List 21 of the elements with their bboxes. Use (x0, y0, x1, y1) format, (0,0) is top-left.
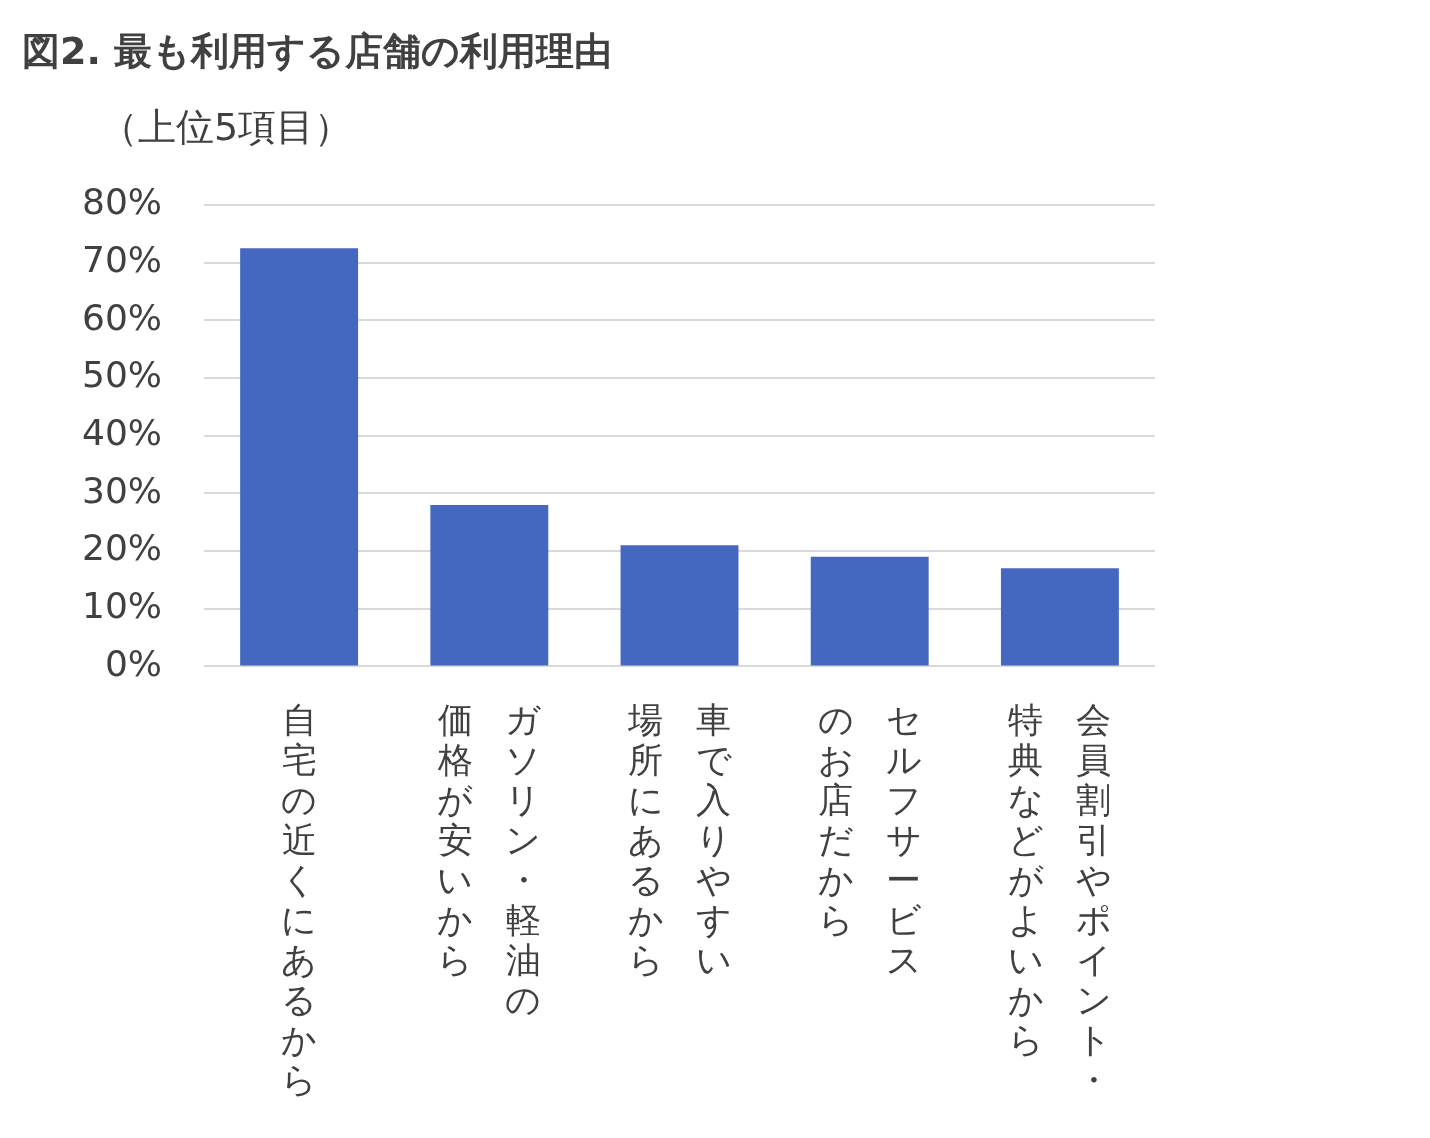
category-label: 自宅の近くにあるから (281, 700, 318, 1100)
category-label: セルフサービスのお店だから (817, 700, 922, 980)
y-tick-label: 30% (82, 469, 163, 511)
y-tick-label: 40% (82, 412, 163, 454)
bar (240, 248, 359, 666)
chart-subtitle: （上位5項目） (100, 104, 353, 151)
category-label: ガソリン・軽油の価格が安いから (437, 700, 542, 1020)
bar (1000, 568, 1119, 666)
y-tick-label: 80% (82, 181, 163, 223)
bar (620, 545, 739, 666)
y-tick-label: 70% (82, 239, 163, 281)
y-tick-label: 60% (82, 296, 163, 338)
bar (430, 504, 549, 666)
category-label: 会員割引やポイント・特典などがよいから (1007, 700, 1112, 1100)
chart-title: 図2. 最も利用する店舗の利用理由 (22, 28, 613, 75)
y-tick-label: 0% (104, 642, 163, 684)
category-label: 車で入りやすい場所にあるから (627, 700, 732, 980)
y-tick-label: 10% (82, 585, 163, 627)
y-tick-label: 50% (82, 354, 163, 396)
bar (810, 556, 929, 666)
y-tick-label: 20% (82, 527, 163, 569)
